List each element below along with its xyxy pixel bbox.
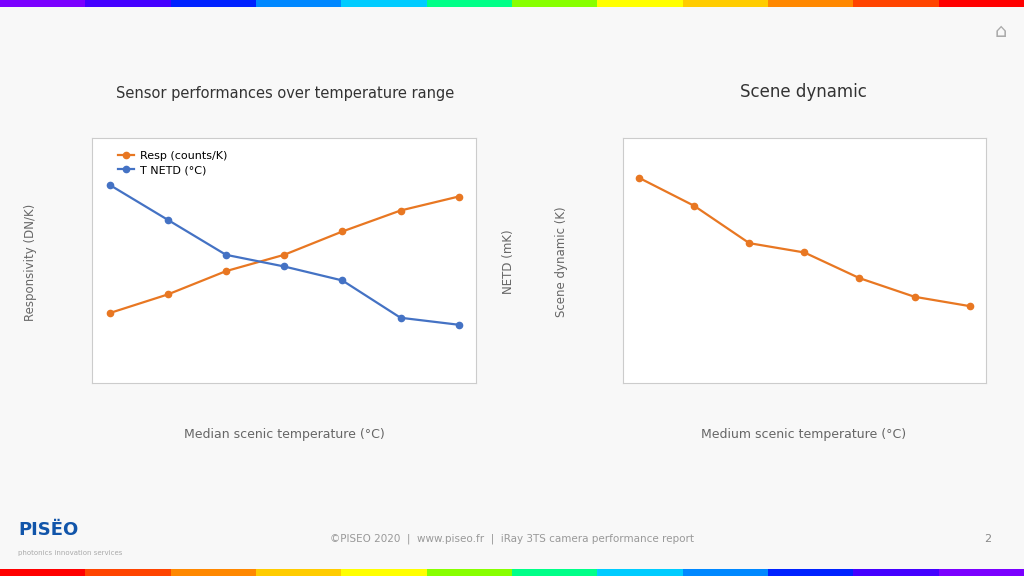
Bar (853, 569, 939, 576)
Bar (683, 0, 768, 7)
Bar (939, 569, 1024, 576)
Bar (597, 569, 683, 576)
Bar (939, 0, 1024, 7)
Bar (256, 0, 341, 7)
Bar (512, 0, 597, 7)
Bar (341, 569, 427, 576)
Bar (427, 0, 512, 7)
Bar (85, 0, 171, 7)
Text: Responsivity (DN/K): Responsivity (DN/K) (25, 203, 37, 321)
Text: Median scenic temperature (°C): Median scenic temperature (°C) (184, 429, 385, 441)
Bar (853, 0, 939, 7)
Bar (512, 569, 597, 576)
Bar (171, 569, 256, 576)
Bar (768, 569, 853, 576)
Text: ⌂: ⌂ (994, 22, 1007, 41)
Bar (768, 0, 853, 7)
Bar (85, 569, 171, 576)
Text: photonics innovation services: photonics innovation services (18, 550, 123, 556)
Legend: Resp (counts/K), T NETD (°C): Resp (counts/K), T NETD (°C) (113, 146, 231, 180)
Bar (683, 569, 768, 576)
Text: 2: 2 (985, 533, 991, 544)
Text: Medium scenic temperature (°C): Medium scenic temperature (°C) (701, 429, 906, 441)
Text: ©PISEO 2020  |  www.piseo.fr  |  iRay 3TS camera performance report: ©PISEO 2020 | www.piseo.fr | iRay 3TS ca… (330, 533, 694, 544)
Bar (0, 569, 85, 576)
Bar (256, 569, 341, 576)
Text: Sensor performances over temperature range: Sensor performances over temperature ran… (116, 86, 454, 101)
Text: Scene dynamic (K): Scene dynamic (K) (555, 207, 567, 317)
Text: Scene dynamic: Scene dynamic (740, 83, 867, 101)
Bar (597, 0, 683, 7)
Bar (0, 0, 85, 7)
Text: NETD (mK): NETD (mK) (503, 230, 515, 294)
Bar (341, 0, 427, 7)
Text: PISËO: PISËO (18, 521, 79, 539)
Bar (427, 569, 512, 576)
Bar (171, 0, 256, 7)
